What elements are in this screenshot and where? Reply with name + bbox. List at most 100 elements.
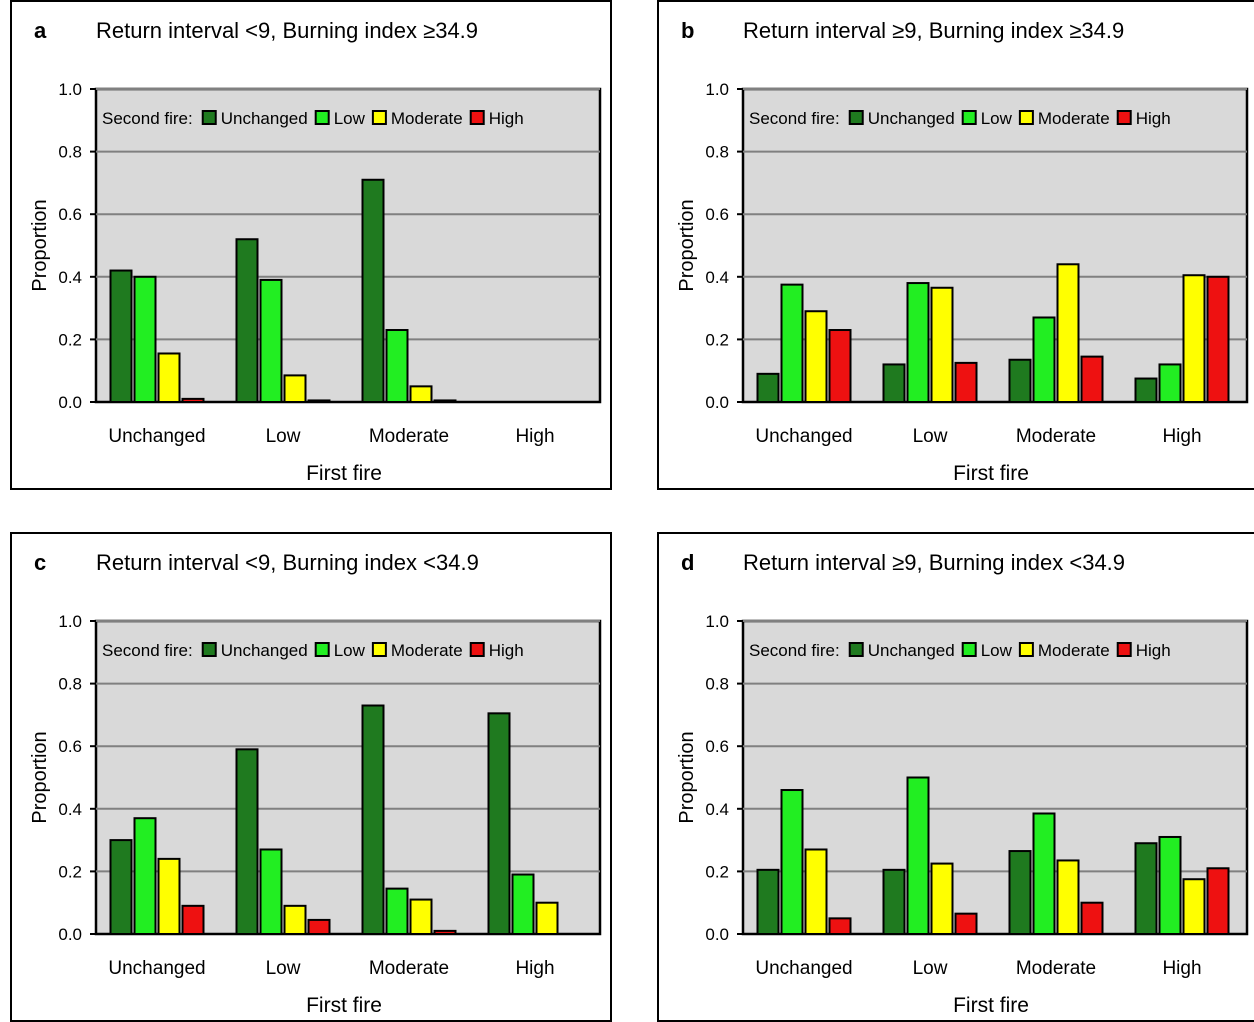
legend-entry: Unchanged: [221, 641, 308, 660]
y-tick-label: 0.0: [705, 393, 729, 412]
legend-swatch: [848, 110, 864, 125]
bar-unchanged-high: [487, 712, 511, 935]
legend-swatch: [1018, 110, 1034, 125]
legend-entry: Unchanged: [868, 109, 955, 128]
legend-entry: Moderate: [1038, 109, 1110, 128]
bar-unchanged-unchanged: [756, 868, 780, 935]
bar-moderate-unchanged: [804, 310, 828, 404]
bar-unchanged-low: [235, 238, 259, 403]
y-tick-label: 0.2: [58, 330, 82, 349]
bar-unchanged-low: [882, 363, 906, 404]
chart-svg: c Return interval <9, Burning index <34.9…: [29, 550, 602, 1017]
bar-high-unchanged: [181, 904, 205, 935]
bar-low-moderate: [385, 887, 409, 935]
chart-svg: b Return interval ≥9, Burning index ≥34.9…: [676, 18, 1249, 485]
legend-swatch: [314, 642, 330, 657]
bar-high-low: [954, 361, 978, 403]
chart-panel-a: a Return interval <9, Burning index ≥34.9…: [10, 0, 612, 490]
x-axis-label: First fire: [953, 462, 1029, 485]
y-tick-label: 0.0: [705, 925, 729, 944]
chart-title: Return interval <9, Burning index <34.9: [96, 550, 479, 575]
legend-swatch: [201, 642, 217, 657]
legend-prefix: Second fire:: [749, 641, 840, 660]
legend: Second fire: Unchanged Low Moderate High: [749, 109, 1171, 128]
bar-low-unchanged: [780, 789, 804, 935]
bar-moderate-moderate: [409, 898, 433, 936]
x-axis-label: First fire: [306, 462, 382, 485]
x-tick-label: Low: [913, 426, 948, 447]
legend-swatch: [469, 110, 485, 125]
bar-low-moderate: [1032, 812, 1056, 935]
chart-svg: a Return interval <9, Burning index ≥34.9…: [29, 18, 602, 485]
bar-low-low: [259, 278, 283, 403]
y-tick-label: 0.2: [58, 862, 82, 881]
legend-swatch: [848, 642, 864, 657]
bar-high-moderate: [433, 399, 457, 403]
legend-swatch: [469, 642, 485, 657]
legend: Second fire: Unchanged Low Moderate High: [749, 641, 1171, 660]
chart-svg: d Return interval ≥9, Burning index <34.9…: [676, 550, 1249, 1017]
x-axis-label: First fire: [953, 994, 1029, 1017]
y-tick-label: 0.8: [58, 143, 82, 162]
y-tick-label: 0.4: [705, 268, 729, 287]
bar-high-high: [1206, 275, 1230, 403]
chart-title: Return interval ≥9, Burning index ≥34.9: [743, 18, 1124, 43]
bar-low-high: [1158, 835, 1182, 935]
bar-low-moderate: [385, 329, 409, 404]
bar-low-high: [511, 873, 535, 935]
legend-entry: Low: [334, 641, 366, 660]
bar-unchanged-low: [882, 868, 906, 935]
legend-entry: High: [489, 641, 524, 660]
bar-moderate-low: [283, 904, 307, 935]
bar-unchanged-moderate: [361, 704, 385, 935]
bar-moderate-unchanged: [157, 352, 181, 403]
x-tick-label: Moderate: [369, 426, 449, 447]
bar-unchanged-high: [1134, 842, 1158, 936]
panel-label: b: [681, 18, 694, 43]
bar-moderate-moderate: [409, 385, 433, 404]
bar-low-low: [906, 776, 930, 935]
x-tick-label: Unchanged: [108, 958, 205, 979]
legend-entry: Low: [334, 109, 366, 128]
legend-swatch: [201, 110, 217, 125]
bar-moderate-low: [283, 374, 307, 403]
legend-entry: Moderate: [391, 109, 463, 128]
legend-swatch: [1116, 110, 1132, 125]
bar-high-low: [954, 912, 978, 935]
bar-low-low: [906, 282, 930, 403]
bar-high-high: [1206, 867, 1230, 935]
y-axis-label: Proportion: [29, 199, 51, 291]
panel-label: d: [681, 550, 694, 575]
y-tick-label: 0.2: [705, 862, 729, 881]
y-tick-label: 1.0: [58, 80, 82, 99]
bar-unchanged-moderate: [361, 178, 385, 403]
x-tick-label: Moderate: [369, 958, 449, 979]
bar-unchanged-unchanged: [756, 372, 780, 403]
bar-low-high: [1158, 363, 1182, 404]
bar-moderate-unchanged: [804, 848, 828, 935]
x-tick-label: High: [515, 426, 554, 447]
bar-moderate-high: [1182, 274, 1206, 403]
x-tick-label: Moderate: [1016, 958, 1096, 979]
x-tick-label: Moderate: [1016, 426, 1096, 447]
y-tick-label: 1.0: [705, 80, 729, 99]
legend-entry: High: [489, 109, 524, 128]
bar-moderate-high: [535, 901, 559, 936]
bar-unchanged-unchanged: [109, 839, 133, 936]
legend-swatch: [961, 110, 977, 125]
y-tick-label: 0.8: [58, 675, 82, 694]
bar-high-unchanged: [828, 917, 852, 936]
y-tick-label: 1.0: [705, 612, 729, 631]
legend-prefix: Second fire:: [749, 109, 840, 128]
legend-prefix: Second fire:: [102, 641, 193, 660]
bar-high-moderate: [433, 929, 457, 935]
bar-moderate-low: [930, 286, 954, 404]
legend-entry: High: [1136, 641, 1171, 660]
x-tick-label: Unchanged: [755, 426, 852, 447]
bar-unchanged-high: [1134, 377, 1158, 403]
y-tick-label: 0.8: [705, 143, 729, 162]
bar-moderate-unchanged: [157, 857, 181, 936]
bar-moderate-moderate: [1056, 859, 1080, 936]
panel-label: a: [34, 18, 47, 43]
legend-swatch: [314, 110, 330, 125]
